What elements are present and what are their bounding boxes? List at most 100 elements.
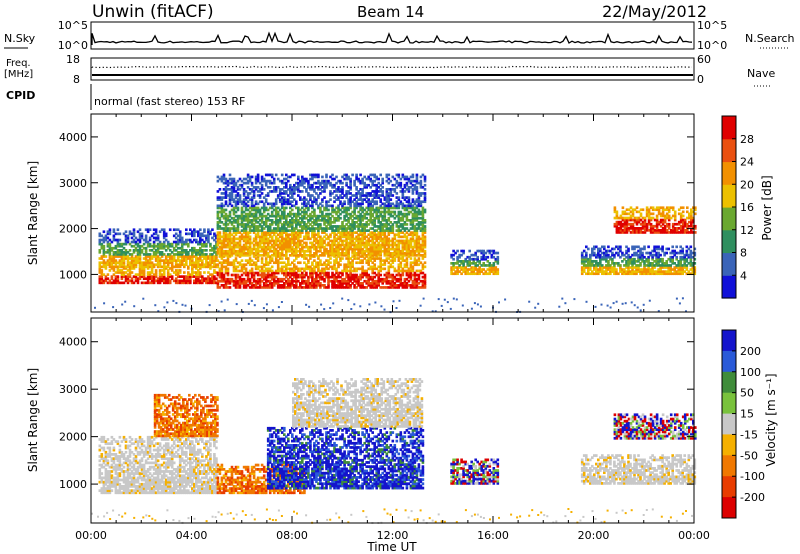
echo-cell xyxy=(355,188,358,191)
echo-cell xyxy=(262,179,266,183)
echo-cell xyxy=(295,237,298,241)
echo-cell xyxy=(369,284,373,287)
echo-cell xyxy=(291,269,294,273)
echo-cell xyxy=(317,214,320,218)
echo-cell xyxy=(232,265,236,269)
echo-cell xyxy=(363,194,367,197)
echo-cell xyxy=(268,214,272,218)
echo-cell xyxy=(116,228,120,232)
echo-cell xyxy=(278,254,282,257)
echo-cell xyxy=(185,249,188,252)
echo-cell xyxy=(361,194,364,197)
echo-cell xyxy=(377,241,381,245)
echo-cell xyxy=(295,273,298,277)
echo-cell xyxy=(301,279,304,283)
echo-cell xyxy=(413,229,417,232)
echo-cell xyxy=(309,183,312,187)
echo-cell xyxy=(293,265,296,269)
echo-cell xyxy=(415,206,419,210)
echo-cell xyxy=(128,265,132,269)
echo-cell xyxy=(118,259,122,262)
echo-cell xyxy=(98,240,102,244)
echo-cell xyxy=(230,245,234,249)
echo-cell xyxy=(176,263,180,267)
echo-cell xyxy=(315,273,318,277)
echo-cell xyxy=(191,253,194,256)
echo-cell xyxy=(162,269,166,272)
echo-cell xyxy=(268,231,272,234)
echo-cell xyxy=(383,252,387,255)
echo-cell xyxy=(236,186,240,189)
echo-cell xyxy=(591,264,594,267)
echo-cell xyxy=(268,219,272,222)
echo-cell xyxy=(395,214,399,218)
echo-cell xyxy=(295,243,298,247)
echo-cell xyxy=(381,177,385,181)
echo-cell xyxy=(183,249,186,252)
echo-cell xyxy=(466,262,470,265)
echo-cell xyxy=(397,210,401,214)
echo-cell xyxy=(379,223,383,226)
echo-cell xyxy=(303,196,306,199)
echo-cell xyxy=(329,275,332,279)
echo-cell xyxy=(187,242,190,246)
echo-cell xyxy=(383,225,387,228)
echo-cell xyxy=(256,243,260,247)
echo-cell xyxy=(120,261,124,265)
echo-cell xyxy=(283,269,286,273)
echo-cell xyxy=(252,192,256,195)
echo-cell xyxy=(371,173,375,177)
echo-cell xyxy=(213,249,216,252)
echo-cell xyxy=(258,279,262,283)
echo-cell xyxy=(359,206,362,210)
echo-cell xyxy=(303,269,306,273)
echo-cell xyxy=(373,194,377,197)
echo-cell xyxy=(377,277,381,281)
echo-cell xyxy=(152,242,156,246)
echo-cell xyxy=(248,225,252,228)
echo-cell xyxy=(291,271,294,275)
echo-cell xyxy=(248,192,252,195)
echo-cell xyxy=(164,265,168,269)
echo-cell xyxy=(244,212,248,216)
echo-cell xyxy=(278,192,282,195)
echo-cell xyxy=(297,235,300,239)
echo-cell xyxy=(601,272,604,276)
echo-cell xyxy=(341,210,344,214)
echo-cell xyxy=(176,273,180,276)
echo-cell xyxy=(303,212,306,216)
echo-cell xyxy=(203,277,206,281)
echo-cell xyxy=(381,186,385,189)
echo-cell xyxy=(124,253,128,256)
echo-cell xyxy=(136,277,140,281)
echo-cell xyxy=(272,233,276,237)
echo-cell xyxy=(160,259,164,262)
echo-cell xyxy=(325,179,328,183)
echo-cell xyxy=(351,241,354,245)
echo-cell xyxy=(373,275,377,279)
echo-cell xyxy=(146,255,150,258)
echo-cell xyxy=(168,257,172,260)
echo-cell xyxy=(327,212,330,216)
echo-cell xyxy=(136,244,140,248)
echo-cell xyxy=(100,238,104,242)
echo-cell xyxy=(345,267,348,271)
echo-cell xyxy=(409,223,413,226)
echo-cell xyxy=(309,214,312,218)
echo-cell xyxy=(268,233,272,237)
echo-cell xyxy=(102,249,106,252)
echo-cell xyxy=(301,286,304,289)
echo-cell xyxy=(283,261,286,265)
echo-cell xyxy=(311,227,314,230)
echo-cell xyxy=(106,263,110,267)
echo-cell xyxy=(313,286,316,289)
echo-cell xyxy=(158,257,162,260)
echo-cell xyxy=(226,282,230,285)
echo-cell xyxy=(108,257,112,260)
echo-cell xyxy=(405,216,409,220)
echo-cell xyxy=(244,252,248,255)
echo-cell xyxy=(301,231,304,234)
echo-cell xyxy=(262,254,266,257)
echo-cell xyxy=(189,232,192,236)
echo-cell xyxy=(468,272,472,276)
